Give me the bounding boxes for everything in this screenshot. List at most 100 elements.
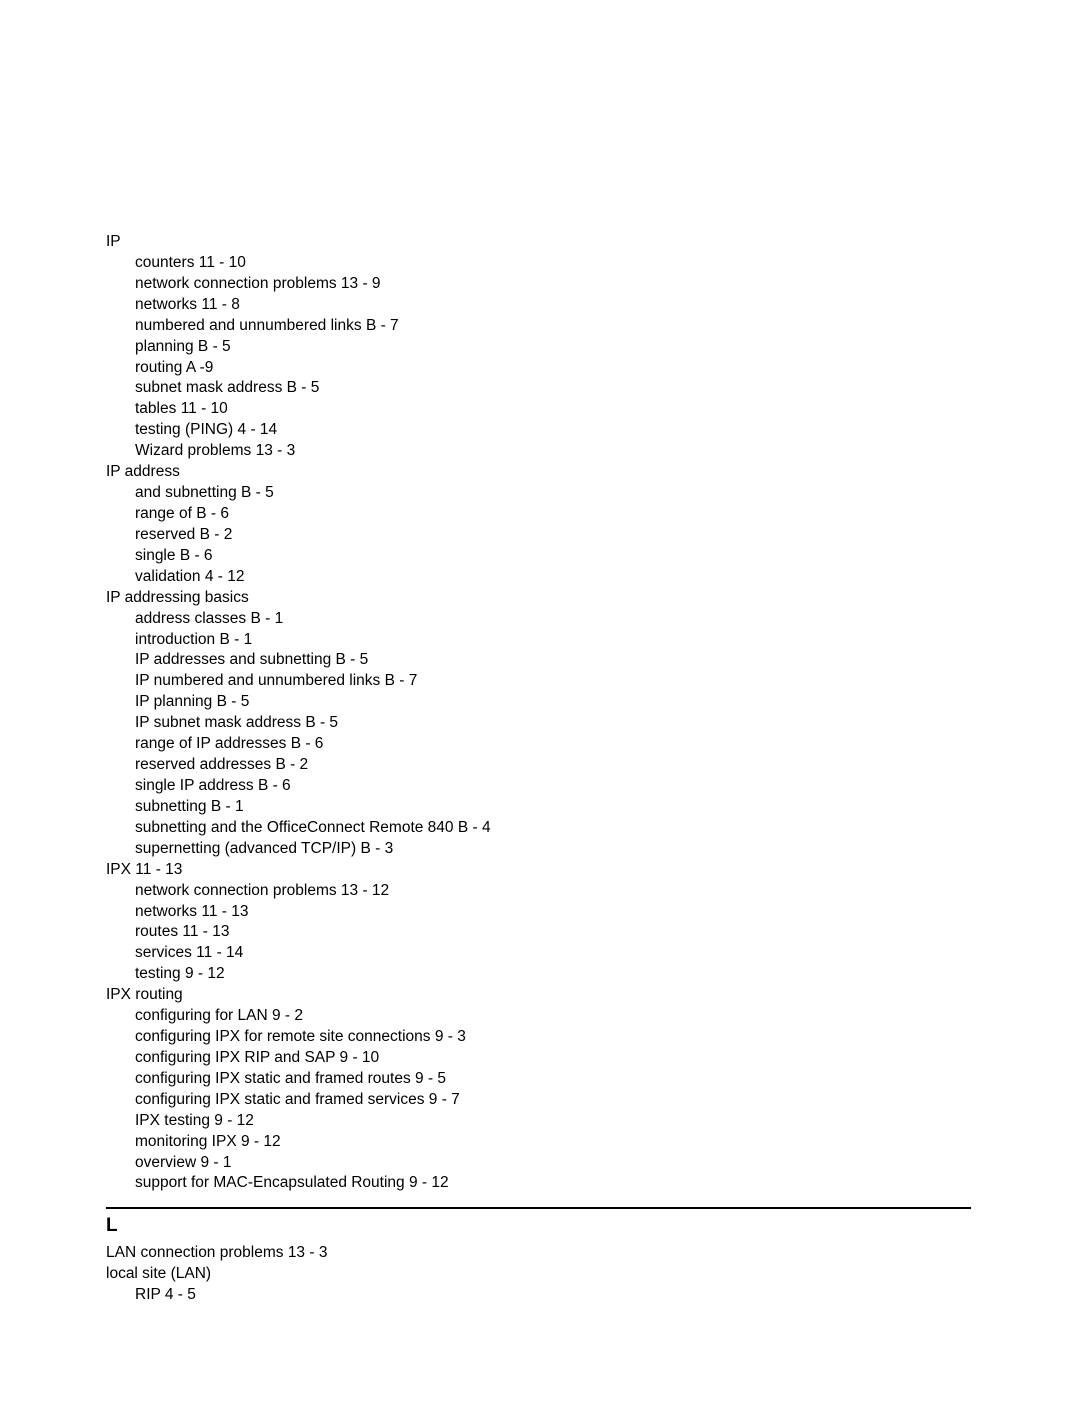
- entry-ref: B - 7: [385, 672, 418, 689]
- section-header: L: [106, 1213, 980, 1239]
- index-entry: reserved B - 2: [106, 525, 980, 546]
- index-entry: IP subnet mask address B - 5: [106, 713, 980, 734]
- index-entry: range of IP addresses B - 6: [106, 734, 980, 755]
- entry-ref: 11 - 13: [182, 923, 229, 940]
- index-entry: single IP address B - 6: [106, 776, 980, 797]
- entry-text: planning: [135, 338, 194, 355]
- entry-ref: B - 5: [198, 338, 231, 355]
- index-entry: planning B - 5: [106, 337, 980, 358]
- entry-text: testing (PING): [135, 421, 233, 438]
- index-entry: networks 11 - 8: [106, 295, 980, 316]
- entry-text: range of: [135, 505, 192, 522]
- entry-text: networks: [135, 296, 197, 313]
- entry-ref: 13 - 3: [288, 1244, 328, 1261]
- entry-text: single IP address: [135, 777, 254, 794]
- index-entry: single B - 6: [106, 546, 980, 567]
- entry-text: validation: [135, 568, 201, 585]
- index-entry: overview 9 - 1: [106, 1153, 980, 1174]
- index-page: IPcounters 11 - 10network connection pro…: [0, 0, 1080, 1406]
- index-entry: address classes B - 1: [106, 609, 980, 630]
- entry-ref: B - 6: [291, 735, 324, 752]
- entry-ref: B - 6: [258, 777, 291, 794]
- entry-ref: 9 - 2: [272, 1007, 303, 1024]
- entry-ref: B - 6: [180, 547, 213, 564]
- entry-text: routing: [135, 359, 182, 376]
- entry-text: configuring IPX static and framed servic…: [135, 1091, 424, 1108]
- entry-ref: B - 5: [217, 693, 250, 710]
- index-entry: monitoring IPX 9 - 12: [106, 1132, 980, 1153]
- entry-text: reserved: [135, 526, 195, 543]
- entry-text: configuring for LAN: [135, 1007, 268, 1024]
- index-entry: IP: [106, 232, 980, 253]
- entry-ref: 11 - 14: [196, 944, 243, 961]
- entry-text: networks: [135, 903, 197, 920]
- entry-ref: B - 1: [219, 631, 252, 648]
- index-entry: configuring IPX RIP and SAP 9 - 10: [106, 1048, 980, 1069]
- entry-ref: 13 - 12: [341, 882, 389, 899]
- index-entry: subnetting B - 1: [106, 797, 980, 818]
- index-entry: subnet mask address B - 5: [106, 378, 980, 399]
- entry-ref: 4 - 14: [238, 421, 278, 438]
- entry-text: IP planning: [135, 693, 212, 710]
- entry-ref: 4 - 5: [165, 1286, 196, 1303]
- index-entry: tables 11 - 10: [106, 399, 980, 420]
- index-entry: network connection problems 13 - 12: [106, 881, 980, 902]
- index-entry: subnetting and the OfficeConnect Remote …: [106, 818, 980, 839]
- entry-text: Wizard problems: [135, 442, 251, 459]
- index-entry: IPX 11 - 13: [106, 860, 980, 881]
- index-entry: counters 11 - 10: [106, 253, 980, 274]
- index-entry: IP planning B - 5: [106, 692, 980, 713]
- entry-ref: A -9: [186, 359, 214, 376]
- entry-ref: B - 5: [305, 714, 338, 731]
- index-entry: IP numbered and unnumbered links B - 7: [106, 671, 980, 692]
- index-entry: local site (LAN): [106, 1264, 980, 1285]
- entry-text: services: [135, 944, 192, 961]
- entry-ref: 11 - 10: [199, 254, 246, 271]
- index-entry: configuring IPX static and framed routes…: [106, 1069, 980, 1090]
- entry-text: IP address: [106, 463, 180, 480]
- entry-text: supernetting (advanced TCP/IP): [135, 840, 356, 857]
- entry-ref: B - 6: [196, 505, 229, 522]
- entry-ref: 9 - 10: [340, 1049, 380, 1066]
- entry-text: LAN connection problems: [106, 1244, 284, 1261]
- index-entry: network connection problems 13 - 9: [106, 274, 980, 295]
- entry-ref: B - 2: [275, 756, 308, 773]
- entry-ref: 9 - 5: [415, 1070, 446, 1087]
- index-entry: reserved addresses B - 2: [106, 755, 980, 776]
- entry-ref: 4 - 12: [205, 568, 245, 585]
- entry-text: subnetting: [135, 798, 207, 815]
- entry-text: IP addressing basics: [106, 589, 249, 606]
- entry-ref: 11 - 13: [201, 903, 248, 920]
- entry-text: IP addresses and subnetting: [135, 651, 331, 668]
- index-entry: testing (PING) 4 - 14: [106, 420, 980, 441]
- entry-text: routes: [135, 923, 178, 940]
- index-entry: configuring IPX static and framed servic…: [106, 1090, 980, 1111]
- entry-ref: B - 7: [366, 317, 399, 334]
- index-entry: RIP 4 - 5: [106, 1285, 980, 1306]
- entry-text: configuring IPX for remote site connecti…: [135, 1028, 431, 1045]
- entry-text: network connection problems: [135, 882, 337, 899]
- entry-text: network connection problems: [135, 275, 337, 292]
- entry-ref: 11 - 13: [135, 861, 182, 878]
- index-entry: routing A -9: [106, 358, 980, 379]
- index-entry: configuring IPX for remote site connecti…: [106, 1027, 980, 1048]
- index-entry: validation 4 - 12: [106, 567, 980, 588]
- index-entry: IPX routing: [106, 985, 980, 1006]
- index-entry: LAN connection problems 13 - 3: [106, 1243, 980, 1264]
- entry-text: counters: [135, 254, 194, 271]
- index-entry: supernetting (advanced TCP/IP) B - 3: [106, 839, 980, 860]
- index-entry: IP address: [106, 462, 980, 483]
- section-divider: [106, 1207, 971, 1209]
- entry-text: and subnetting: [135, 484, 237, 501]
- index-content: IPcounters 11 - 10network connection pro…: [106, 232, 980, 1306]
- index-entry: and subnetting B - 5: [106, 483, 980, 504]
- entry-text: IP: [106, 233, 121, 250]
- entry-text: support for MAC-Encapsulated Routing: [135, 1174, 405, 1191]
- index-entry: testing 9 - 12: [106, 964, 980, 985]
- entry-text: tables: [135, 400, 176, 417]
- index-entry: numbered and unnumbered links B - 7: [106, 316, 980, 337]
- entry-text: IP subnet mask address: [135, 714, 301, 731]
- index-entry: IP addresses and subnetting B - 5: [106, 650, 980, 671]
- entry-ref: B - 2: [200, 526, 233, 543]
- entry-ref: 11 - 10: [181, 400, 228, 417]
